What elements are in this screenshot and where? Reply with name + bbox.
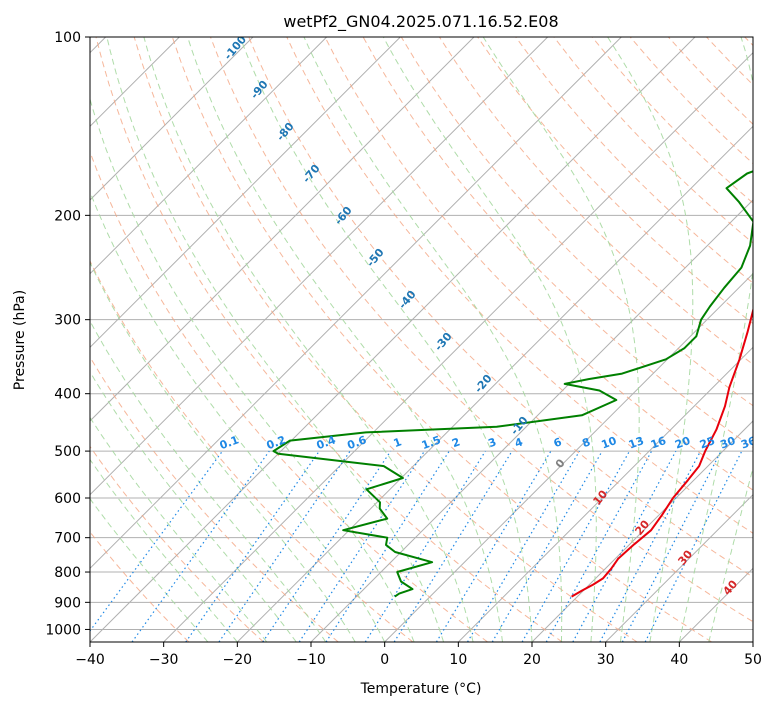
x-tick-label: 20 bbox=[523, 652, 541, 668]
x-tick-label: −20 bbox=[223, 652, 253, 668]
x-tick-label: −10 bbox=[296, 652, 326, 668]
y-tick-label: 200 bbox=[54, 208, 81, 224]
y-tick-label: 100 bbox=[54, 30, 81, 46]
y-tick-label: 700 bbox=[54, 531, 81, 547]
chart-title: wetPf2_GN04.2025.071.16.52.E08 bbox=[283, 12, 558, 32]
x-tick-label: 40 bbox=[670, 652, 688, 668]
x-tick-label: 30 bbox=[597, 652, 615, 668]
y-tick-label: 500 bbox=[54, 444, 81, 460]
y-tick-label: 800 bbox=[54, 565, 81, 581]
x-tick-label: 10 bbox=[449, 652, 467, 668]
y-axis-label: Pressure (hPa) bbox=[12, 290, 28, 390]
x-tick-label: 50 bbox=[744, 652, 762, 668]
x-tick-label: −40 bbox=[75, 652, 105, 668]
x-tick-label: −30 bbox=[149, 652, 179, 668]
y-tick-label: 400 bbox=[54, 387, 81, 403]
y-tick-label: 900 bbox=[54, 595, 81, 611]
y-tick-label: 600 bbox=[54, 491, 81, 507]
y-tick-label: 300 bbox=[54, 313, 81, 329]
x-tick-label: 0 bbox=[380, 652, 389, 668]
x-axis-label: Temperature (°C) bbox=[360, 681, 482, 697]
y-tick-label: 1000 bbox=[45, 622, 81, 638]
